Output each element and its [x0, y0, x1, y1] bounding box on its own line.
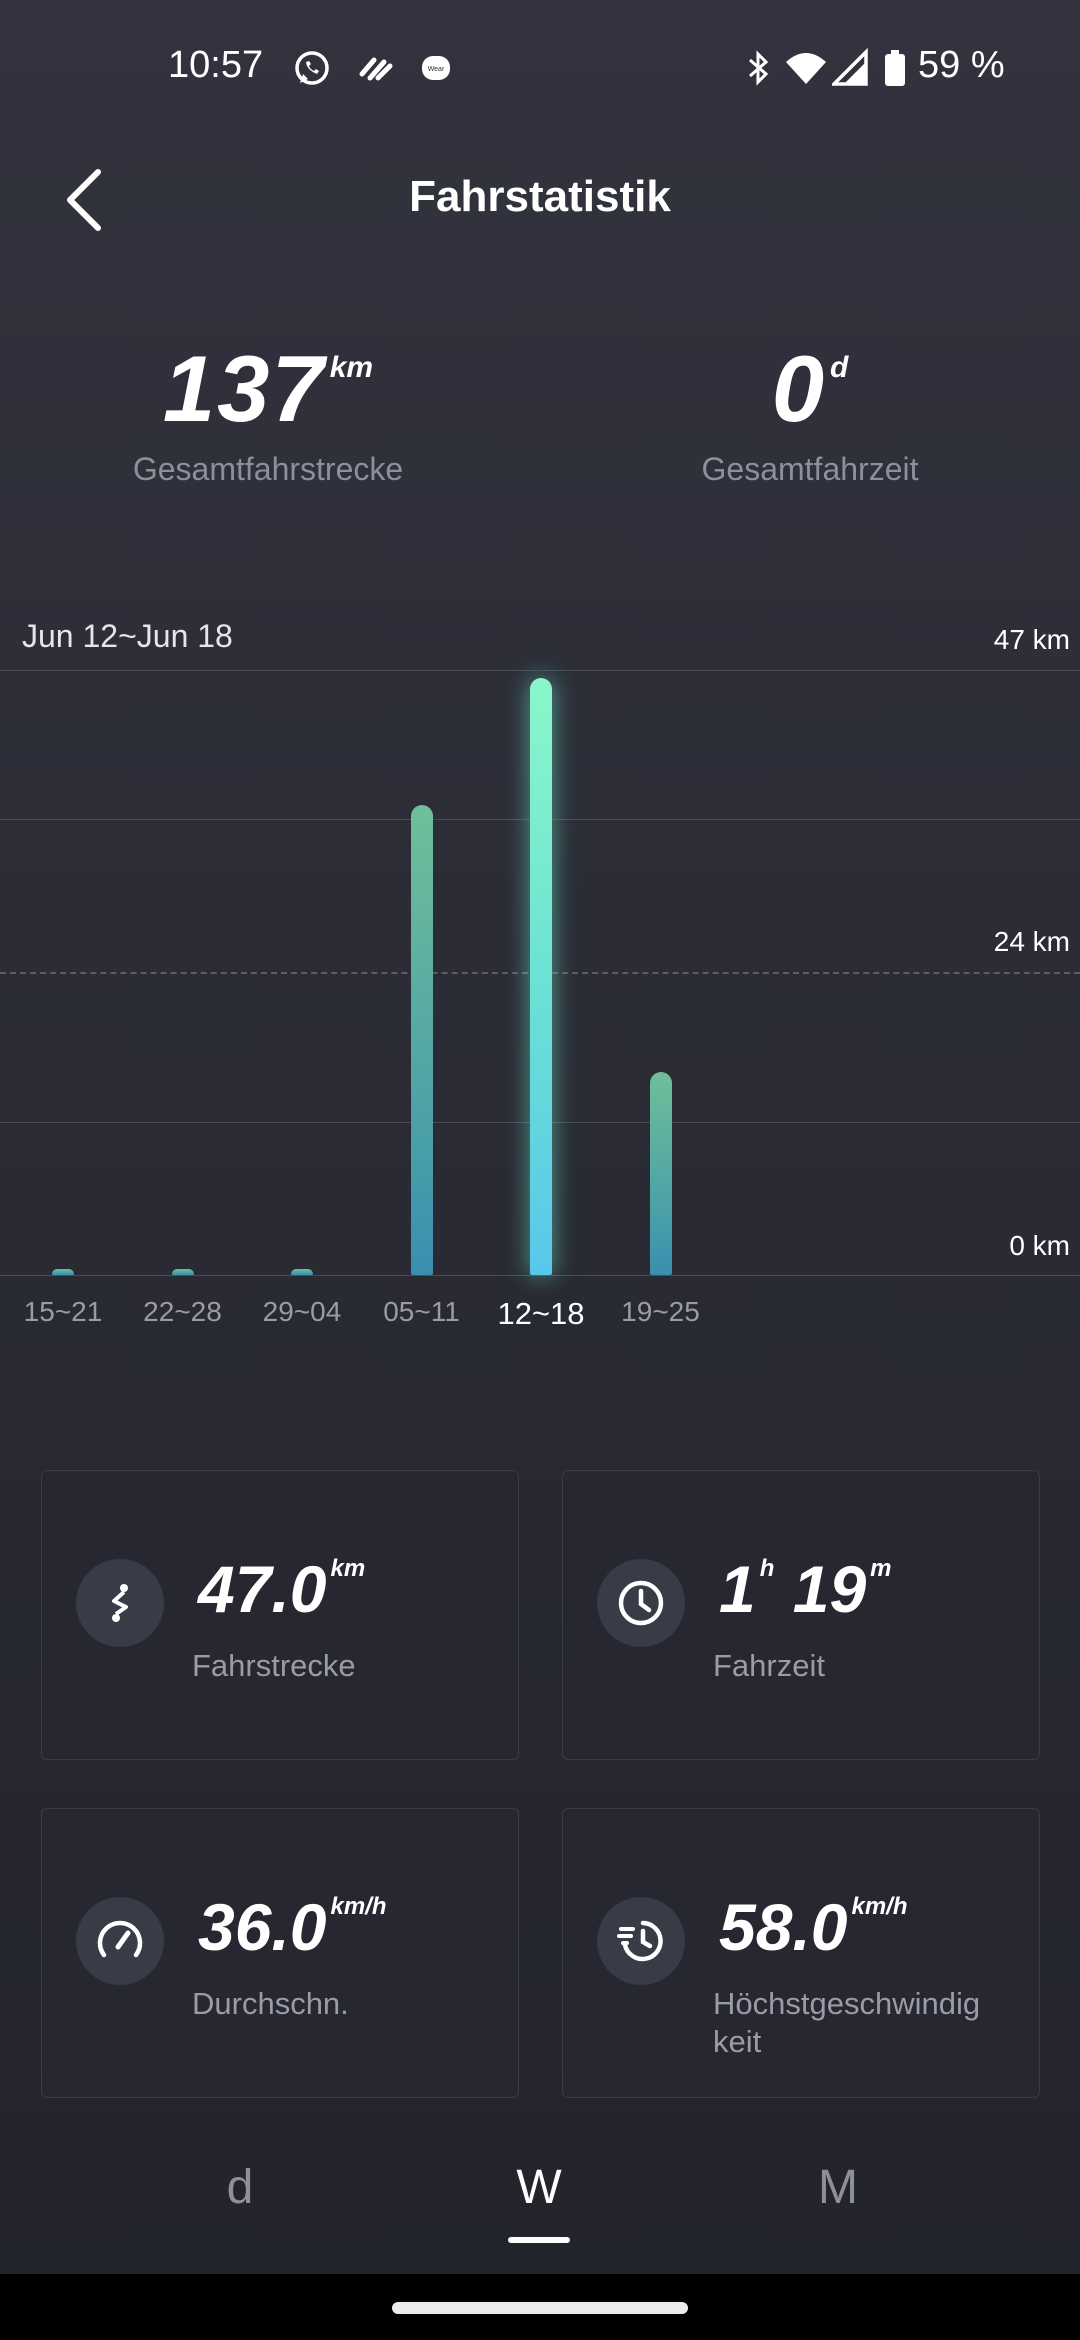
- max-speed-value: 58.0: [719, 1890, 848, 1964]
- chart-bar-22~28[interactable]: [171, 1268, 194, 1275]
- status-bar: 10:57 Wear 59 %: [0, 0, 1080, 140]
- distance-value: 47.0: [198, 1552, 327, 1626]
- status-time: 10:57: [168, 44, 264, 86]
- chart-bar-05~11[interactable]: [410, 805, 433, 1275]
- wear-icon: Wear: [422, 56, 450, 80]
- total-distance-unit: km: [329, 351, 374, 384]
- tab-week[interactable]: W: [516, 2161, 562, 2214]
- ride-time-label: Fahrzeit: [713, 1648, 825, 1683]
- ride-time-minutes-unit: m: [870, 1555, 892, 1582]
- home-gesture-handle[interactable]: [392, 2302, 688, 2314]
- y-tick-label: 0 km: [1009, 1230, 1070, 1261]
- x-tick-label: 19~25: [621, 1296, 700, 1327]
- battery-percentage: 59 %: [918, 44, 1005, 86]
- chart-range-label: Jun 12~Jun 18: [22, 618, 233, 654]
- total-distance-label: Gesamtfahrstrecke: [132, 451, 404, 487]
- tab-day[interactable]: d: [226, 2161, 254, 2214]
- battery-icon: [885, 50, 905, 86]
- tab-selected-indicator: [508, 2237, 570, 2243]
- speedometer-icon: [76, 1897, 164, 1985]
- app-icon: [359, 57, 393, 81]
- route-icon: [76, 1559, 164, 1647]
- avg-speed-value-row: 36.0 km/h: [198, 1889, 386, 1965]
- max-speed-unit: km/h: [851, 1893, 908, 1920]
- tab-month[interactable]: M: [818, 2161, 858, 2214]
- wifi-icon: [786, 53, 826, 84]
- total-distance: 137 km Gesamtfahrstrecke: [58, 335, 478, 488]
- total-time-label: Gesamtfahrzeit: [701, 451, 919, 487]
- gridline-baseline: [0, 1275, 1080, 1276]
- total-distance-value: 137: [162, 336, 326, 441]
- total-distance-value-row: 137 km: [58, 335, 478, 443]
- y-tick-label: 47 km: [993, 624, 1070, 655]
- x-tick-label: 15~21: [23, 1296, 103, 1327]
- gridline-top: [0, 670, 1080, 671]
- svg-text:Wear: Wear: [428, 66, 445, 73]
- page-title: Fahrstatistik: [409, 172, 671, 221]
- avg-speed-label: Durchschn.: [192, 1986, 349, 2021]
- card-avg-speed: 36.0 km/h Durchschn.: [41, 1808, 519, 2098]
- bluetooth-icon: [749, 50, 769, 86]
- avg-speed-value: 36.0: [198, 1890, 327, 1964]
- max-speed-icon: [597, 1897, 685, 1985]
- x-tick-label: 12~18: [497, 1296, 585, 1331]
- distance-label: Fahrstrecke: [192, 1648, 356, 1683]
- ride-time-hours-unit: h: [759, 1555, 775, 1582]
- card-distance: 47.0 km Fahrstrecke: [41, 1470, 519, 1760]
- back-button[interactable]: [50, 160, 120, 240]
- max-speed-label: Höchstgeschwindig keit: [713, 1986, 981, 2059]
- clock-icon: [597, 1559, 685, 1647]
- y-tick-label: 24 km: [993, 926, 1070, 957]
- x-tick-label: 29~04: [262, 1296, 342, 1327]
- avg-speed-unit: km/h: [330, 1893, 387, 1920]
- distance-unit: km: [330, 1555, 366, 1582]
- max-speed-value-row: 58.0 km/h: [719, 1889, 907, 1965]
- whatsapp-icon: [295, 51, 329, 85]
- distance-value-row: 47.0 km: [198, 1551, 365, 1627]
- signal-icon: [832, 48, 868, 86]
- ride-time-hours: 1: [719, 1552, 756, 1626]
- x-tick-label: 05~11: [383, 1296, 460, 1327]
- chart-bar-29~04[interactable]: [291, 1268, 313, 1275]
- x-tick-label: 22~28: [143, 1296, 222, 1327]
- chart-bar-19~25[interactable]: [649, 1071, 672, 1275]
- chart-bar-15~21[interactable]: [52, 1268, 74, 1275]
- card-max-speed: 58.0 km/h Höchstgeschwindig keit: [562, 1808, 1040, 2098]
- total-time-unit: d: [829, 351, 849, 384]
- total-time-value: 0: [771, 336, 826, 441]
- chart-bar-12~18[interactable]: [530, 678, 552, 1275]
- ride-time-minutes: 19: [792, 1552, 867, 1626]
